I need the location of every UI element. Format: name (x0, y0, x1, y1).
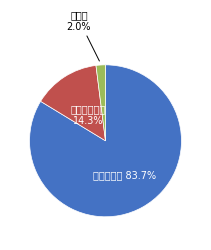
Wedge shape (41, 66, 106, 141)
Wedge shape (30, 66, 181, 217)
Wedge shape (96, 66, 106, 141)
Text: 知っている 83.7%: 知っている 83.7% (93, 169, 156, 179)
Text: 無回答
2.0%: 無回答 2.0% (67, 10, 99, 62)
Text: 知らなかった
14.3%: 知らなかった 14.3% (70, 104, 106, 125)
